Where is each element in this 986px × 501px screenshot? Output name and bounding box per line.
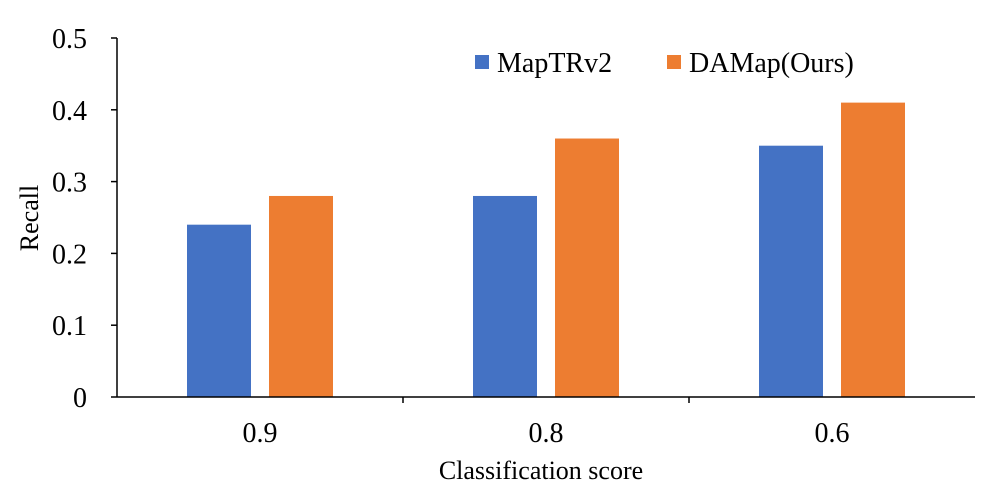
- y-tick-label: 0.2: [52, 239, 87, 270]
- legend-label-maptrv2: MapTRv2: [497, 48, 612, 79]
- bar-damap-0.6: [841, 102, 905, 398]
- bar-maptrv2-0.6: [759, 145, 823, 397]
- y-tick-label: 0: [73, 383, 87, 414]
- y-axis-title: Recall: [15, 185, 44, 251]
- legend: MapTRv2 DAMap(Ours): [475, 48, 854, 79]
- x-tick-label: 0.8: [529, 418, 564, 449]
- legend-swatch-maptrv2: [475, 55, 489, 69]
- legend-swatch-damap: [667, 55, 681, 69]
- bar-damap-0.9: [269, 195, 333, 397]
- y-axis-ticks: 0 0.1 0.2 0.3 0.4 0.5: [52, 24, 117, 414]
- y-tick-label: 0.3: [52, 168, 87, 199]
- y-tick-label: 0.5: [52, 24, 87, 55]
- bar-maptrv2-0.8: [473, 195, 537, 397]
- bars: [187, 102, 905, 398]
- legend-label-damap: DAMap(Ours): [689, 48, 854, 79]
- x-axis-ticks: 0.9 0.8 0.6: [243, 397, 850, 449]
- x-tick-label: 0.6: [815, 418, 850, 449]
- bar-maptrv2-0.9: [187, 224, 251, 397]
- y-tick-label: 0.1: [52, 311, 87, 342]
- x-axis-title: Classification score: [439, 456, 643, 485]
- y-tick-label: 0.4: [52, 96, 87, 127]
- x-tick-label: 0.9: [243, 418, 278, 449]
- bar-damap-0.8: [555, 138, 619, 397]
